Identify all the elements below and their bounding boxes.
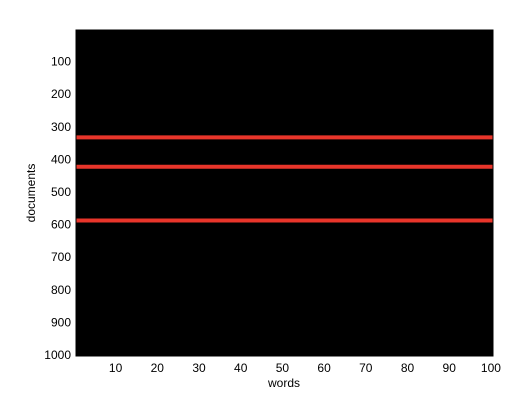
x-tick-label: 50 (276, 361, 290, 375)
y-tick-label: 900 (51, 315, 71, 329)
y-tick-label: 600 (51, 218, 71, 232)
y-tick-label: 1000 (44, 348, 71, 362)
x-tick-label: 100 (481, 361, 501, 375)
x-tick-label: 70 (359, 361, 373, 375)
x-tick-label: 20 (151, 361, 165, 375)
y-tick-label: 700 (51, 250, 71, 264)
x-tick-label: 90 (443, 361, 457, 375)
y-tick-label: 500 (51, 185, 71, 199)
y-tick-label: 800 (51, 283, 71, 297)
y-tick-label: 100 (51, 55, 71, 69)
y-tick-label: 400 (51, 152, 71, 166)
y-tick-label: 300 (51, 120, 71, 134)
x-tick-label: 80 (401, 361, 415, 375)
x-axis-label: words (267, 376, 300, 390)
x-tick-label: 40 (234, 361, 248, 375)
y-tick-label: 200 (51, 87, 71, 101)
x-tick-label: 30 (192, 361, 206, 375)
x-tick-label: 60 (317, 361, 331, 375)
y-axis-label: documents (24, 164, 38, 223)
heatmap-image (76, 30, 493, 356)
x-tick-label: 10 (109, 361, 123, 375)
